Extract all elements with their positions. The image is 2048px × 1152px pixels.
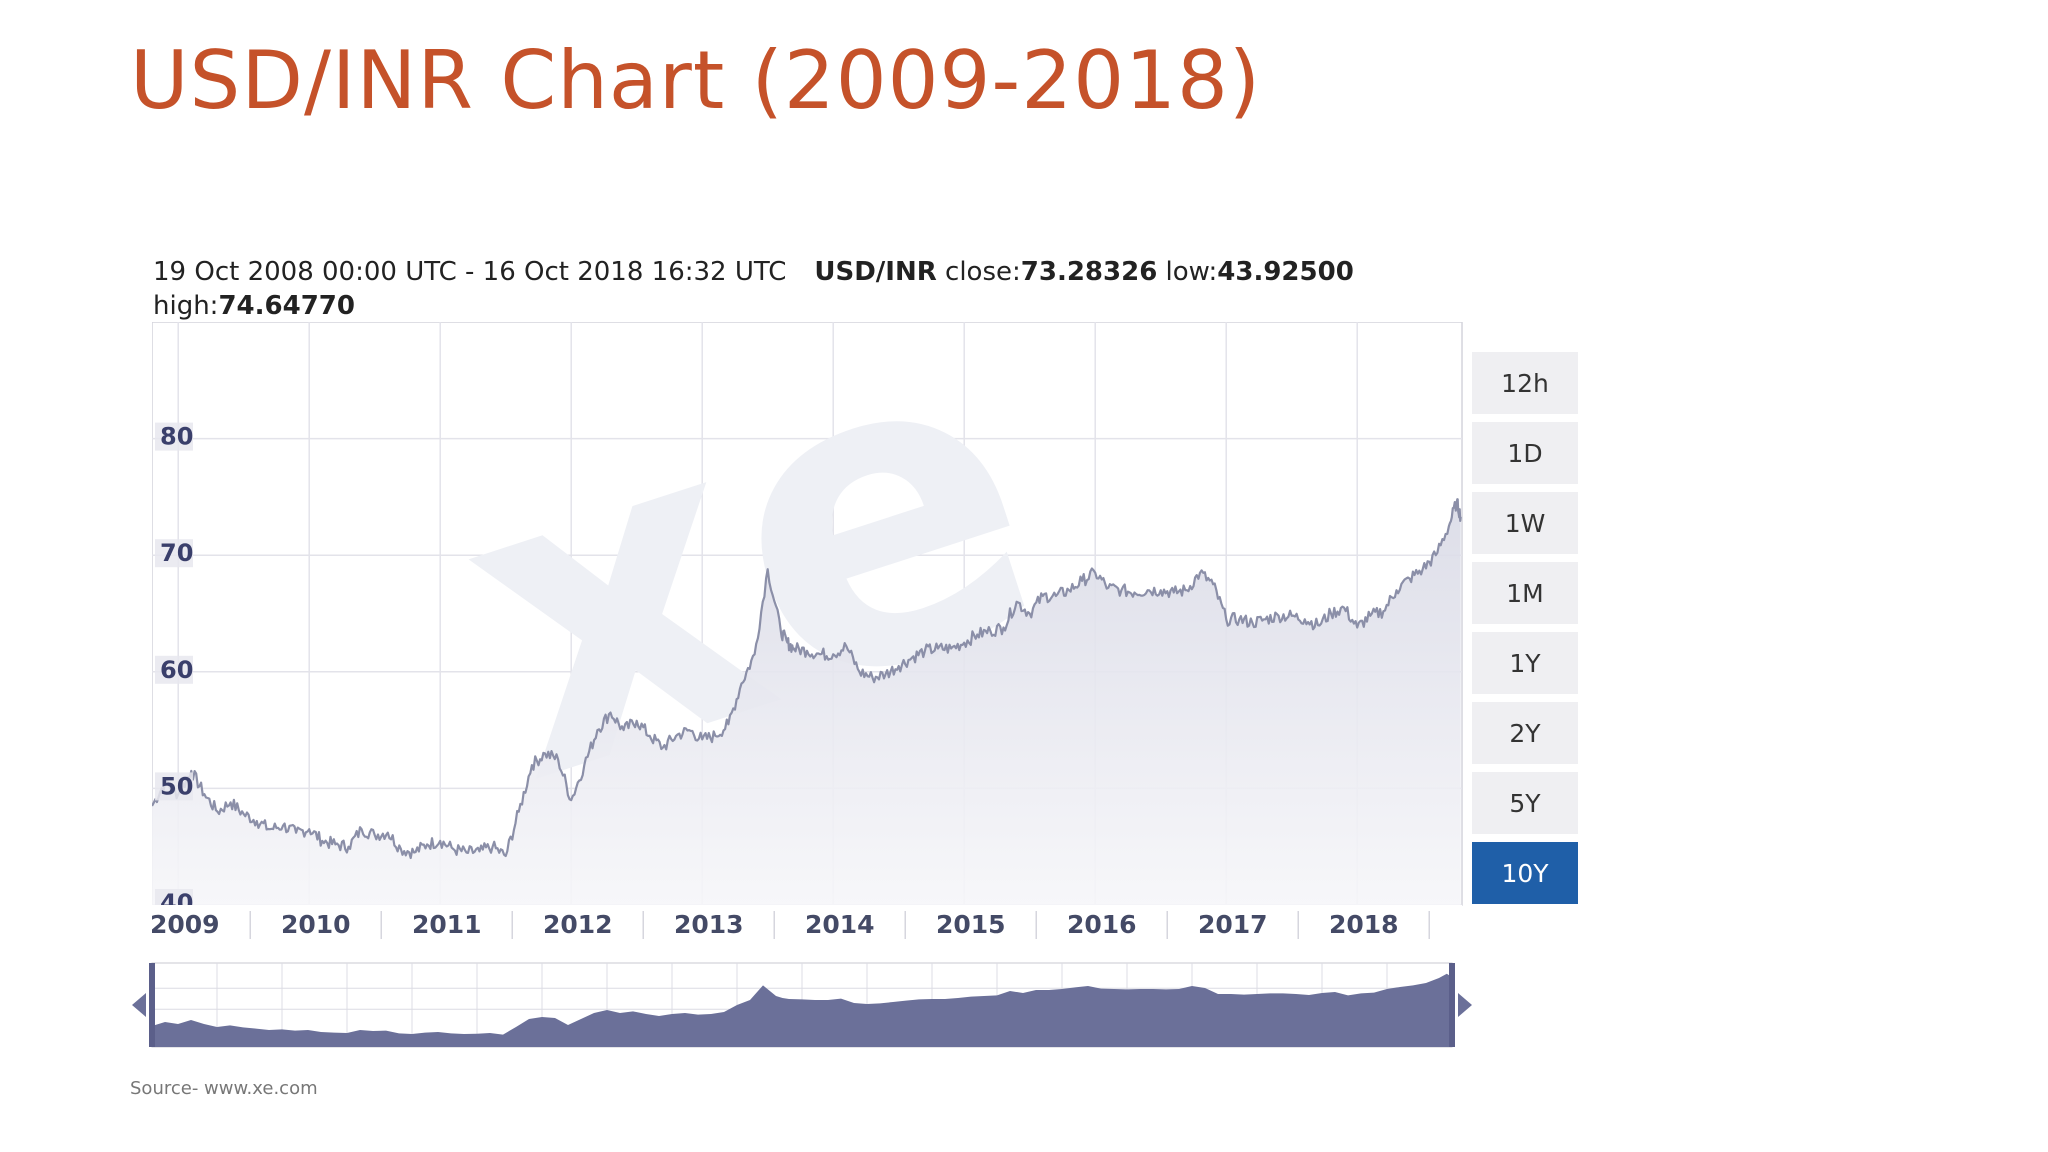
close-label: close: — [945, 257, 1021, 287]
y-tick-label-bg — [155, 422, 193, 451]
x-tick-label: 2015 — [936, 910, 1006, 939]
range-button-1w[interactable]: 1W — [1472, 492, 1578, 554]
y-tick-label-bg — [155, 539, 193, 568]
series-area — [152, 499, 1461, 905]
x-tick-label: 2017 — [1198, 910, 1268, 939]
x-tick-label: 2018 — [1329, 910, 1399, 939]
y-tick-label: 50 — [160, 772, 193, 800]
x-tick-label: 2009 — [152, 910, 220, 939]
x-tick-label: 2011 — [412, 910, 482, 939]
chart-header-high: high:74.64770 — [153, 291, 355, 321]
y-tick-label: 80 — [160, 423, 193, 451]
x-axis-band — [152, 905, 1462, 941]
scroll-right-arrow-icon[interactable] — [1458, 993, 1472, 1017]
y-tick-label-bg — [155, 655, 193, 684]
navigator-right-handle[interactable] — [1449, 963, 1455, 1047]
currency-pair: USD/INR — [814, 257, 937, 287]
low-value: 43.92500 — [1217, 257, 1354, 287]
series-line — [152, 498, 1462, 860]
range-button-10y[interactable]: 10Y — [1472, 842, 1578, 904]
navigator-left-handle[interactable] — [149, 963, 155, 1047]
y-tick-label: 70 — [160, 539, 193, 567]
navigator-area — [152, 973, 1452, 1047]
x-tick-label: 2010 — [281, 910, 351, 939]
x-tick-label: 2013 — [674, 910, 744, 939]
range-button-1y[interactable]: 1Y — [1472, 632, 1578, 694]
date-range: 19 Oct 2008 00:00 UTC - 16 Oct 2018 16:3… — [153, 257, 787, 287]
chart-header-range: 19 Oct 2008 00:00 UTC - 16 Oct 2018 16:3… — [153, 257, 1354, 287]
x-tick-label: 2012 — [543, 910, 613, 939]
range-button-1d[interactable]: 1D — [1472, 422, 1578, 484]
range-button-1m[interactable]: 1M — [1472, 562, 1578, 624]
y-tick-label: 60 — [160, 656, 193, 684]
close-value: 73.28326 — [1020, 257, 1158, 287]
high-label: high: — [153, 291, 219, 321]
x-tick-label: 2014 — [805, 910, 875, 939]
y-tick-label-bg — [155, 772, 193, 801]
low-label: low: — [1165, 257, 1218, 287]
range-button-5y[interactable]: 5Y — [1472, 772, 1578, 834]
high-value: 74.64770 — [218, 291, 355, 321]
navigator-chart[interactable] — [130, 955, 1490, 1055]
source-note: Source- www.xe.com — [130, 1078, 318, 1099]
scroll-left-arrow-icon[interactable] — [132, 993, 146, 1017]
range-selector: 12h 1D 1W 1M 1Y 2Y 5Y 10Y — [1472, 352, 1578, 912]
page-title: USD/INR Chart (2009-2018) — [130, 34, 1262, 127]
range-button-12h[interactable]: 12h — [1472, 352, 1578, 414]
x-tick-label: 2016 — [1067, 910, 1137, 939]
range-button-2y[interactable]: 2Y — [1472, 702, 1578, 764]
